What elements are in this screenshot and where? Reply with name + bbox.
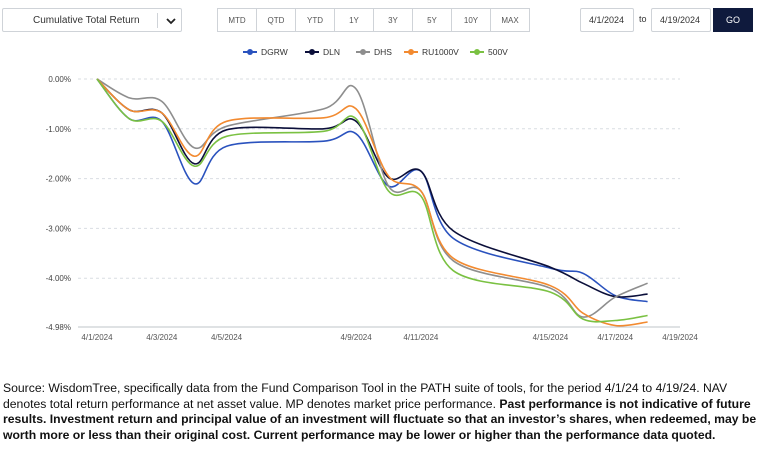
x-tick-label: 4/1/2024 bbox=[81, 333, 113, 342]
to-label: to bbox=[639, 14, 647, 24]
footnote-disclaimer: Past performance is not indicative of fu… bbox=[3, 396, 757, 442]
x-tick-label: 4/17/2024 bbox=[597, 333, 633, 342]
footnote-text: Source: WisdomTree, specifically data fr… bbox=[3, 381, 728, 411]
legend-label-dgrw: DGRW bbox=[261, 47, 288, 57]
x-tick-label: 4/19/2024 bbox=[662, 333, 698, 342]
x-tick-label: 4/11/2024 bbox=[403, 333, 439, 342]
series-line-dgrw bbox=[96, 78, 648, 303]
series-line-500v bbox=[96, 78, 648, 323]
legend-marker-ru1000v bbox=[408, 49, 414, 55]
legend-label-500v: 500V bbox=[488, 47, 508, 57]
metric-select-value: Cumulative Total Return bbox=[33, 15, 140, 26]
source-footnote: Source: WisdomTree, specifically data fr… bbox=[3, 381, 759, 443]
performance-line-chart: 0.00% -1.00% -2.00% -3.00% -4.00% -4.98% 4/1/2… bbox=[46, 47, 699, 342]
go-button[interactable]: GO bbox=[713, 8, 753, 32]
x-tick-label: 4/3/2024 bbox=[146, 333, 178, 342]
period-mtd-button[interactable]: MTD bbox=[217, 8, 257, 32]
series-line-dln bbox=[96, 78, 648, 298]
period-1y-button[interactable]: 1Y bbox=[334, 8, 374, 32]
y-tick-label: -4.00% bbox=[46, 274, 71, 283]
x-tick-label: 4/9/2024 bbox=[341, 333, 373, 342]
series-line-dhs bbox=[96, 78, 648, 318]
period-selector: MTD QTD YTD 1Y 3Y 5Y 10Y MAX bbox=[217, 8, 530, 32]
chevron-down-icon[interactable] bbox=[165, 15, 177, 27]
y-tick-label: -4.98% bbox=[46, 323, 71, 332]
legend-marker-dgrw bbox=[247, 49, 253, 55]
period-qtd-button[interactable]: QTD bbox=[256, 8, 296, 32]
x-tick-label: 4/5/2024 bbox=[211, 333, 243, 342]
series-line-ru1000v bbox=[96, 78, 648, 327]
select-divider bbox=[157, 13, 158, 28]
y-tick-label: -2.00% bbox=[46, 175, 71, 184]
y-tick-label: 0.00% bbox=[48, 75, 71, 84]
x-tick-label: 4/15/2024 bbox=[533, 333, 569, 342]
period-ytd-button[interactable]: YTD bbox=[295, 8, 335, 32]
legend-marker-dhs bbox=[360, 49, 366, 55]
period-5y-button[interactable]: 5Y bbox=[412, 8, 452, 32]
y-tick-label: -1.00% bbox=[46, 125, 71, 134]
start-date-input[interactable]: 4/1/2024 bbox=[580, 8, 634, 32]
legend-label-dln: DLN bbox=[323, 47, 340, 57]
legend-marker-dln bbox=[309, 49, 315, 55]
legend-label-ru1000v: RU1000V bbox=[422, 47, 459, 57]
period-3y-button[interactable]: 3Y bbox=[373, 8, 413, 32]
legend-label-dhs: DHS bbox=[374, 47, 392, 57]
end-date-input[interactable]: 4/19/2024 bbox=[651, 8, 711, 32]
period-max-button[interactable]: MAX bbox=[490, 8, 530, 32]
metric-select[interactable]: Cumulative Total Return bbox=[2, 8, 182, 32]
y-tick-label: -3.00% bbox=[46, 224, 71, 233]
legend-marker-500v bbox=[474, 49, 480, 55]
period-10y-button[interactable]: 10Y bbox=[451, 8, 491, 32]
